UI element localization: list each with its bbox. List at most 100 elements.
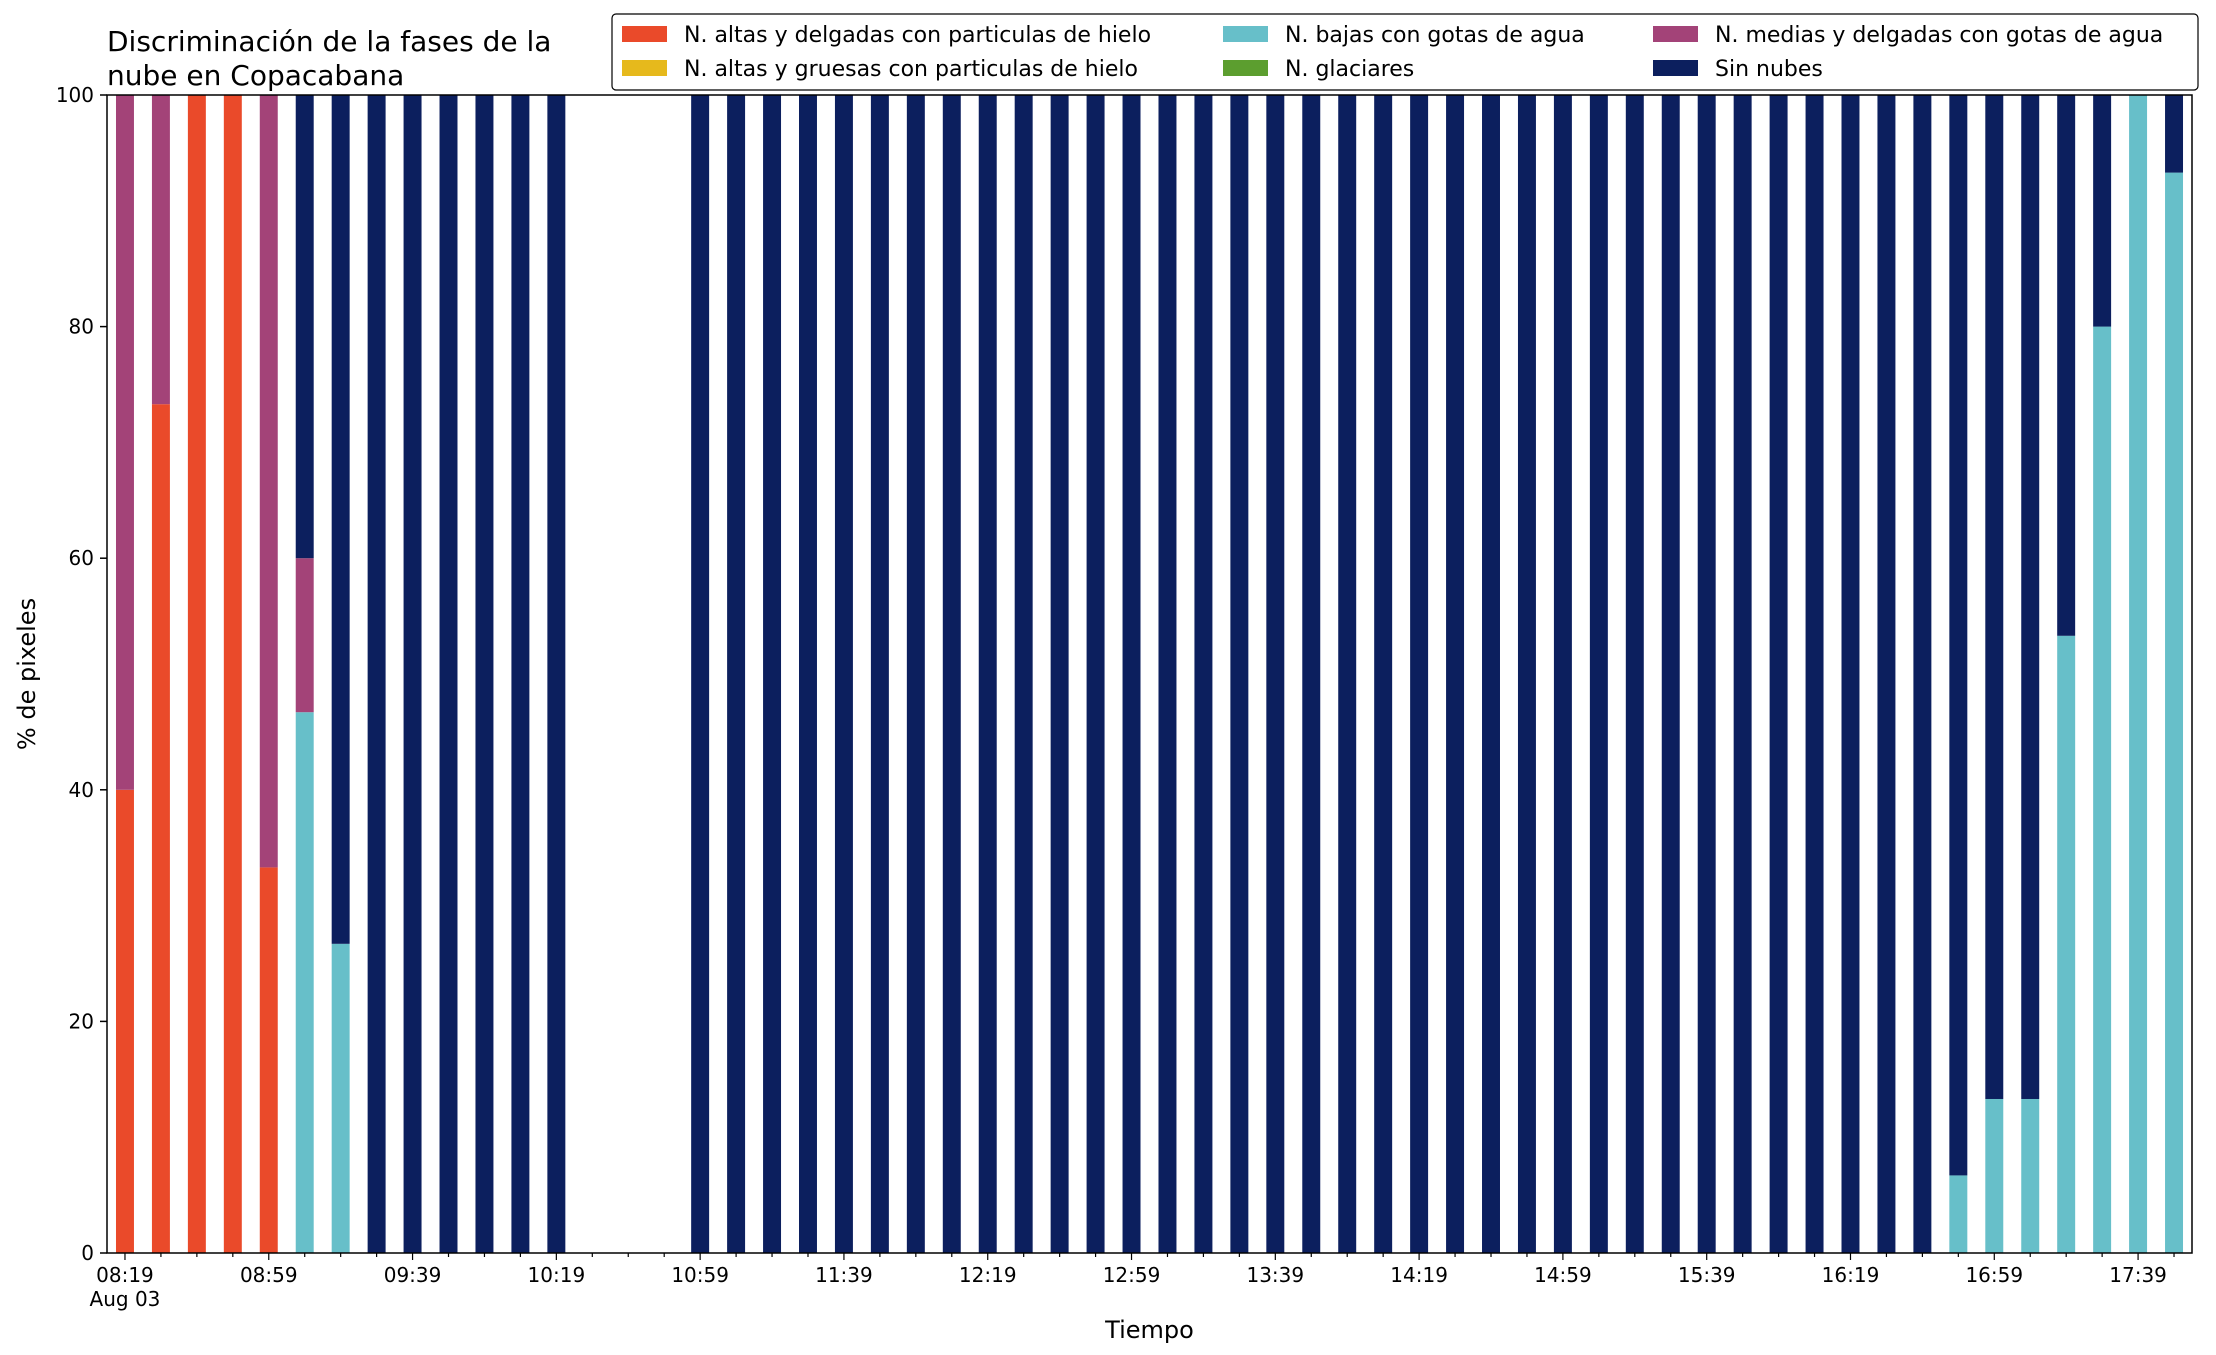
chart-title-line: Discriminación de la fases de la [107, 25, 551, 58]
bar-segment [1697, 95, 1716, 1253]
bar-segment [2165, 95, 2184, 173]
x-tick-label: 08:59 [240, 1263, 298, 1287]
legend-box [611, 13, 2199, 91]
bar-segment [187, 95, 206, 1253]
bar-segment [2057, 95, 2076, 636]
y-tick-label: 100 [56, 83, 94, 107]
bar-segment [115, 95, 134, 790]
bar-segment [1985, 1098, 2004, 1253]
bar-segment [331, 95, 350, 944]
x-tick-label: 12:59 [1103, 1263, 1161, 1287]
bar-segment [1266, 95, 1285, 1253]
legend-label: N. glaciares [1285, 57, 1414, 82]
bar-segment [367, 95, 386, 1253]
bar-segment [1589, 95, 1608, 1253]
bar-segment [727, 95, 746, 1253]
legend-label: N. medias y delgadas con gotas de agua [1715, 23, 2163, 48]
bar-segment [834, 95, 853, 1253]
legend-label: N. bajas con gotas de agua [1285, 23, 1585, 48]
y-axis-label: % de pixeles [13, 598, 41, 750]
chart-title-line: nube en Copacabana [107, 59, 404, 92]
y-tick-label: 20 [69, 1009, 94, 1033]
bar-segment [1194, 95, 1213, 1253]
bar-segment [1086, 95, 1105, 1253]
y-tick-label: 60 [69, 546, 94, 570]
bar-segment [331, 943, 350, 1253]
bar-segment [2093, 95, 2112, 327]
bar-segment [1338, 95, 1357, 1253]
x-tick-label: 10:59 [671, 1263, 729, 1287]
bar-segment [1877, 95, 1896, 1253]
bar-segment [942, 95, 961, 1253]
bar-segment [1733, 95, 1752, 1253]
plot-frame [106, 94, 2193, 1254]
bar-segment [1158, 95, 1177, 1253]
x-tick-label: 14:59 [1534, 1263, 1592, 1287]
x-tick-label: 16:59 [1965, 1263, 2023, 1287]
bar-segment [1410, 95, 1429, 1253]
bar-segment [1661, 95, 1680, 1253]
y-tick-label: 40 [69, 778, 94, 802]
legend-swatch [622, 26, 667, 42]
x-tick-label: 10:19 [528, 1263, 586, 1287]
bar-segment [1985, 95, 2004, 1099]
bar-segment [115, 789, 134, 1253]
bar-segment [475, 95, 494, 1253]
legend-swatch [1653, 60, 1698, 76]
bar-segment [870, 95, 889, 1253]
bar-segment [978, 95, 997, 1253]
legend-label: N. altas y gruesas con particulas de hie… [684, 57, 1138, 82]
bar-segment [1302, 95, 1321, 1253]
bar-segment [1014, 95, 1033, 1253]
bar-segment [295, 712, 314, 1253]
bar-segment [259, 867, 278, 1253]
bar-segment [1482, 95, 1500, 1253]
x-tick-label: 16:19 [1822, 1263, 1880, 1287]
legend-swatch [1223, 60, 1268, 76]
bar-segment [1949, 1175, 1968, 1253]
bar-segment [906, 95, 925, 1253]
bar-segment [2129, 95, 2148, 1253]
bar-segment [763, 95, 782, 1253]
bar-segment [223, 95, 242, 1253]
bar-segment [2165, 172, 2184, 1254]
bar-segment [2093, 326, 2112, 1254]
bar-segment [1841, 95, 1860, 1253]
x-tick-label: 17:39 [2109, 1263, 2167, 1287]
bar-segment [1805, 95, 1824, 1253]
bar-segment [1374, 95, 1393, 1253]
y-tick-label: 80 [69, 315, 94, 339]
bar-segment [1050, 95, 1069, 1253]
legend-swatch [1223, 26, 1268, 42]
x-tick-label: 09:39 [384, 1263, 442, 1287]
legend: N. altas y delgadas con particulas de hi… [611, 13, 2199, 91]
legend-label: N. altas y delgadas con particulas de hi… [684, 23, 1151, 48]
y-axis: 0 20 40 60 80 100 [56, 83, 107, 1265]
bar-segment [259, 95, 278, 868]
bars [115, 95, 2184, 1254]
x-tick-label: 14:19 [1390, 1263, 1448, 1287]
bar-segment [1769, 95, 1788, 1253]
bar-segment [151, 404, 170, 1253]
x-tick-label: 12:19 [959, 1263, 1017, 1287]
legend-swatch [1653, 26, 1698, 42]
bar-segment [1122, 95, 1141, 1253]
bar-segment [295, 95, 314, 559]
bar-segment [1446, 95, 1465, 1253]
bar-segment [511, 95, 530, 1253]
bar-segment [439, 95, 458, 1253]
legend-label: Sin nubes [1715, 57, 1823, 82]
bar-segment [2021, 1098, 2040, 1253]
bar-segment [691, 95, 710, 1253]
bar-segment [547, 95, 566, 1253]
bar-segment [2021, 95, 2040, 1099]
x-tick-label: 08:19 [96, 1263, 154, 1287]
bar-segment [799, 95, 817, 1253]
x-tick-label: 11:39 [815, 1263, 873, 1287]
bar-segment [151, 95, 170, 405]
x-axis: 08:19 08:59 09:39 10:19 10:59 11:39 12:19 12:59… [90, 1253, 2175, 1311]
x-axis-label: Tiempo [1104, 1316, 1194, 1344]
bar-segment [403, 95, 422, 1253]
